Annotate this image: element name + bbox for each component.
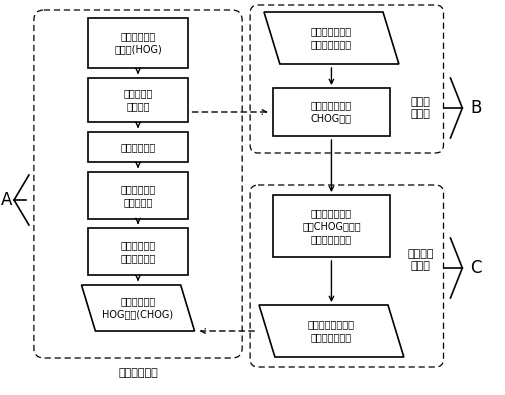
Text: 梯度幅度编码: 梯度幅度编码: [120, 142, 156, 152]
FancyBboxPatch shape: [88, 132, 188, 162]
FancyBboxPatch shape: [88, 172, 188, 219]
Text: C: C: [471, 259, 482, 277]
Text: 梯度朝向直方
图特征(HOG): 梯度朝向直方 图特征(HOG): [114, 32, 162, 55]
Text: 基于改进特征的红
外行人分类模型: 基于改进特征的红 外行人分类模型: [308, 320, 355, 342]
FancyBboxPatch shape: [273, 195, 390, 257]
Text: 提取训练样本的
CHOG特征: 提取训练样本的 CHOG特征: [311, 101, 352, 123]
Text: B: B: [471, 99, 482, 117]
Text: 梯度幅度全
局归一化: 梯度幅度全 局归一化: [123, 88, 153, 111]
Text: 梯度幅度分布
HOG特征(CHOG): 梯度幅度分布 HOG特征(CHOG): [103, 297, 174, 320]
Text: 梯度幅度分布
直方图归一化: 梯度幅度分布 直方图归一化: [120, 240, 156, 263]
Text: A: A: [1, 191, 12, 209]
FancyBboxPatch shape: [88, 18, 188, 68]
Text: 面向远红外行人
分类的训练样本: 面向远红外行人 分类的训练样本: [311, 26, 352, 49]
Text: 特征改进模块: 特征改进模块: [118, 368, 158, 378]
FancyBboxPatch shape: [88, 228, 188, 275]
Text: 计算梯度幅度
分布直方图: 计算梯度幅度 分布直方图: [120, 184, 156, 207]
Polygon shape: [259, 305, 404, 357]
Text: 分类器调
练模块: 分类器调 练模块: [408, 248, 434, 271]
Polygon shape: [264, 12, 399, 64]
FancyBboxPatch shape: [88, 78, 188, 122]
Text: 特征提
取模块: 特征提 取模块: [411, 97, 431, 119]
FancyBboxPatch shape: [273, 88, 390, 136]
Polygon shape: [81, 285, 194, 331]
Text: 对训练样本进行
基于CHOG的线性
支持向量机训练: 对训练样本进行 基于CHOG的线性 支持向量机训练: [302, 208, 361, 244]
